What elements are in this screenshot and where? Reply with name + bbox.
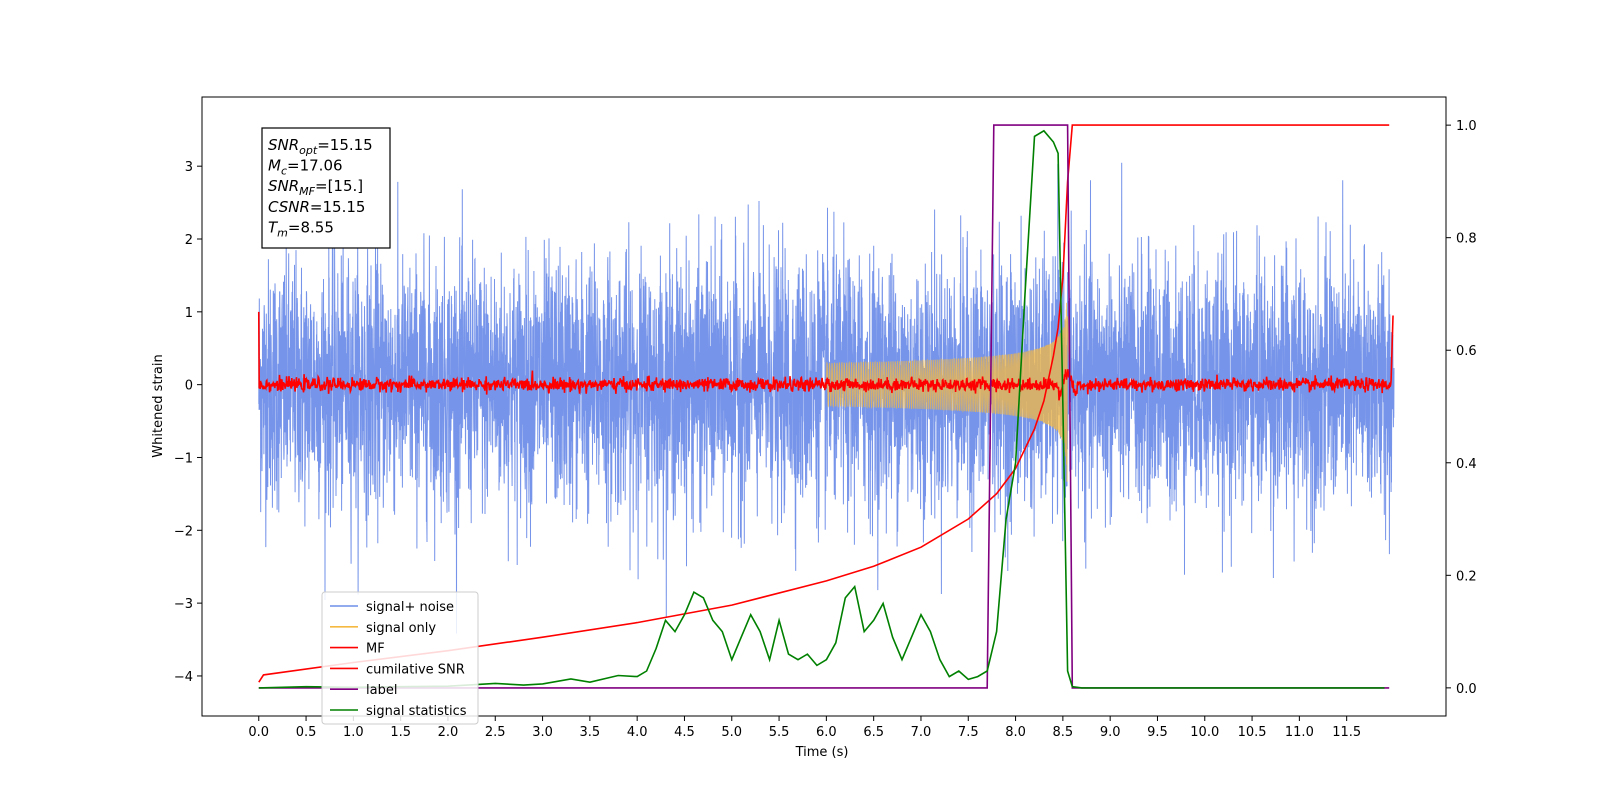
legend-entry: cumilative SNR [366,662,465,677]
x-tick-label: 10.0 [1190,725,1219,740]
x-tick-label: 7.5 [958,725,979,740]
x-tick-label: 3.5 [580,725,601,740]
signal-noise-line [258,162,1395,634]
y-tick-label: 1 [185,306,193,321]
y-axis-label: Whitened strain [151,354,166,457]
x-tick-label: 7.0 [911,725,932,740]
y2-tick-label: 1.0 [1456,119,1477,134]
annotation-line: SNRopt=15.15 [268,136,373,157]
signal-only-line [825,302,1078,482]
x-tick-label: 11.5 [1332,725,1361,740]
y2-tick-label: 0.4 [1456,457,1477,472]
legend-entry: signal only [366,621,436,636]
series-signal-statistics [258,129,1385,689]
x-tick-label: 0.0 [248,725,269,740]
x-tick-label: 6.5 [863,725,884,740]
y-tick-label: 2 [185,233,193,248]
x-tick-label: 4.0 [627,725,648,740]
plot-frame [201,96,1447,717]
y2-tick-label: 0.0 [1456,682,1477,697]
legend-entry: signal statistics [366,704,467,719]
legend: signal+ noise signal only MF cumilative SNR… [321,591,479,725]
annotation-line: CSNR=15.15 [268,198,365,216]
annotation-line: Mc=17.06 [268,157,343,178]
y-axis-ticks: 3 2 1 0 −1 −2 −3 −4 [174,160,202,685]
series-cumulative-snr [258,124,1390,683]
annotation-line: Tm=8.55 [268,218,334,239]
y-tick-label: 0 [185,379,193,394]
annotation-frame [261,127,391,249]
legend-entry: label [366,683,397,698]
y-tick-label: −1 [174,451,193,466]
x-tick-label: 2.0 [438,725,459,740]
x-tick-label: 1.0 [343,725,364,740]
y-tick-label: −2 [174,524,193,539]
parameter-annotation-box: SNRopt=15.15Mc=17.06SNRMF=[15.]CSNR=15.1… [261,127,391,249]
x-tick-label: 10.5 [1238,725,1267,740]
y2-tick-label: 0.2 [1456,569,1477,584]
y2-tick-label: 0.8 [1456,232,1477,247]
x-axis-label: Time (s) [795,745,849,760]
cumulative-snr-line [258,124,1390,683]
signal-statistics-line [258,129,1385,689]
y-tick-label: −4 [174,670,193,685]
x-tick-label: 6.0 [816,725,837,740]
y2-tick-label: 0.6 [1456,344,1477,359]
series-signal-only [825,302,1078,482]
x-tick-label: 2.5 [485,725,506,740]
legend-frame [321,591,479,725]
x-tick-label: 0.5 [296,725,317,740]
x-tick-label: 8.0 [1005,725,1026,740]
x-tick-label: 9.5 [1147,725,1168,740]
y-tick-label: −3 [174,597,193,612]
series-signal-noise [258,162,1395,634]
y-tick-label: 3 [185,160,193,175]
x-axis-ticks: 0.0 0.5 1.0 1.5 2.0 2.5 3.0 3.5 4.0 4.5 5.0 5.5 6.0 6… [248,716,1361,740]
legend-entry: MF [366,642,385,657]
mf-line [257,311,1394,401]
annotation-line: SNRMF=[15.] [268,177,363,198]
x-tick-label: 9.0 [1100,725,1121,740]
x-tick-label: 3.0 [532,725,553,740]
x-tick-label: 1.5 [390,725,411,740]
x-tick-label: 11.0 [1285,725,1314,740]
legend-entry: signal+ noise [366,600,454,615]
y2-axis-ticks: 1.0 0.8 0.6 0.4 0.2 0.0 [1446,119,1477,697]
series-mf [257,311,1394,401]
x-tick-label: 8.5 [1053,725,1074,740]
x-tick-label: 4.5 [674,725,695,740]
x-tick-label: 5.0 [721,725,742,740]
x-tick-label: 5.5 [769,725,790,740]
